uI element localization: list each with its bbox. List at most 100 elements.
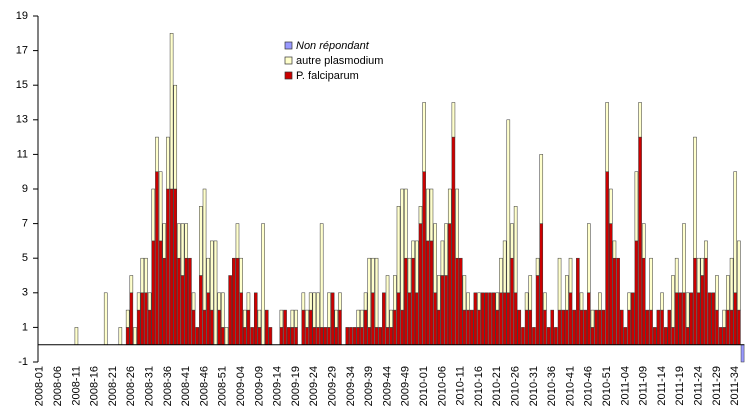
bar-segment: [345, 327, 350, 345]
bar-segment: [166, 136, 170, 190]
x-tick-label: 2010-46: [583, 366, 595, 406]
bar-segment: [524, 292, 529, 311]
bar-segment: [360, 309, 364, 328]
bar-segment: [524, 309, 529, 345]
x-tick-label: 2008-01: [34, 366, 46, 406]
bar-segment: [144, 257, 148, 294]
bar-segment: [444, 223, 448, 276]
bar-segment: [634, 171, 639, 242]
bar-segment: [316, 327, 320, 345]
bar-segment: [327, 327, 331, 345]
bar-segment: [528, 309, 533, 345]
bar-segment: [429, 240, 434, 345]
bar-segment: [374, 327, 379, 345]
bar-segment: [638, 102, 642, 138]
bar-segment: [495, 309, 500, 345]
bar-segment: [133, 327, 137, 345]
bar-segment: [221, 292, 225, 328]
bar-segment: [184, 257, 189, 345]
bar-segment: [539, 223, 544, 345]
bar-segment: [206, 292, 210, 345]
legend-label: Non répondant: [296, 40, 370, 52]
x-tick-label: 2008-11: [70, 366, 82, 406]
legend-label: autre plasmodium: [296, 55, 383, 67]
bar-segment: [462, 309, 467, 345]
bar-segment: [532, 327, 536, 345]
bar-segment: [660, 292, 664, 311]
bar-segment: [195, 327, 199, 345]
bar-segment: [660, 309, 664, 345]
bar-segment: [696, 292, 701, 345]
bar-segment: [488, 292, 492, 345]
bar-segment: [286, 327, 291, 345]
bar-segment: [224, 327, 229, 345]
bar-segment: [649, 309, 653, 345]
bar-segment: [429, 188, 434, 242]
bar-segment: [243, 327, 247, 345]
bar-segment: [393, 309, 397, 345]
y-tick-label: -1: [18, 356, 28, 368]
bar-segment: [239, 292, 243, 345]
bar-segment: [125, 309, 130, 328]
bar-segment: [246, 292, 251, 311]
bar-segment: [411, 257, 415, 345]
x-tick-label: 2009-34: [345, 366, 357, 406]
bar-segment: [184, 223, 189, 259]
bar-segment: [217, 309, 221, 345]
bar-segment: [436, 275, 441, 311]
bar-segment: [568, 257, 573, 294]
x-tick-label: 2010-31: [528, 366, 540, 406]
bar-segment: [641, 223, 646, 259]
x-tick-label: 2011-04: [619, 366, 631, 406]
bar-segment: [400, 309, 404, 345]
bar-segment: [539, 154, 544, 224]
bar-segment: [722, 309, 727, 328]
y-tick-label: 15: [16, 79, 28, 91]
bar-segment: [323, 327, 328, 345]
bar-segment: [334, 327, 339, 345]
bar-segment: [638, 136, 642, 345]
x-tick-label: 2008-26: [125, 366, 137, 406]
x-tick-label: 2010-26: [510, 366, 522, 406]
bar-segment: [674, 257, 679, 294]
bar-segment: [711, 292, 716, 345]
bar-segment: [202, 188, 207, 311]
bar-segment: [264, 309, 269, 345]
bar-segment: [305, 327, 309, 345]
bar-segment: [180, 275, 185, 345]
bar-segment: [543, 292, 547, 311]
bar-segment: [363, 292, 368, 311]
bar-segment: [177, 257, 181, 345]
x-tick-label: 2010-01: [418, 366, 430, 406]
bar-segment: [202, 309, 207, 345]
bar-segment: [221, 327, 225, 345]
bar-segment: [308, 309, 313, 345]
bar-segment: [627, 309, 631, 345]
bar-segment: [649, 257, 653, 311]
bar-segment: [484, 292, 489, 345]
bar-segment: [140, 257, 145, 294]
bar-segment: [663, 327, 668, 345]
bar-segment: [693, 136, 697, 259]
bar-segment: [294, 309, 298, 328]
y-tick-label: 9: [22, 183, 28, 195]
bar-segment: [177, 223, 181, 259]
bar-segment: [422, 102, 426, 172]
y-tick-label: 11: [17, 148, 28, 160]
bar-segment: [166, 188, 170, 345]
bar-segment: [210, 240, 214, 311]
bar-segment: [173, 188, 178, 345]
bar-segment: [436, 309, 441, 345]
bar-segment: [502, 292, 507, 345]
bar-segment: [656, 309, 661, 345]
bar-segment: [363, 309, 368, 345]
bar-segment: [667, 309, 672, 345]
bar-segment: [232, 257, 236, 345]
bar-segment: [74, 327, 79, 345]
x-tick-label: 2009-24: [308, 366, 320, 406]
bar-segment: [173, 84, 178, 190]
x-tick-label: 2009-14: [272, 366, 284, 406]
bar-segment: [707, 292, 712, 345]
